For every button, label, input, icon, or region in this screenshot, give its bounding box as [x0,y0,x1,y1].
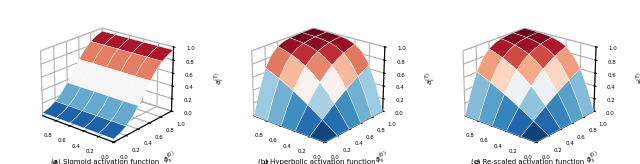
Y-axis label: $\phi_s^{(0)}$: $\phi_s^{(0)}$ [372,149,390,164]
Title: (b) Hyperbolic activation function: (b) Hyperbolic activation function [258,158,376,164]
Y-axis label: $\phi_s^{(0)}$: $\phi_s^{(0)}$ [583,149,602,164]
Title: (c) Re-scaled activation function: (c) Re-scaled activation function [472,158,584,164]
X-axis label: $\phi$: $\phi$ [50,157,59,164]
Y-axis label: $\phi_s^{(0)}$: $\phi_s^{(0)}$ [161,149,179,164]
X-axis label: $\phi$: $\phi$ [472,157,481,164]
Title: (a) Sigmoid activation function: (a) Sigmoid activation function [51,158,160,164]
X-axis label: $\phi$: $\phi$ [261,157,270,164]
